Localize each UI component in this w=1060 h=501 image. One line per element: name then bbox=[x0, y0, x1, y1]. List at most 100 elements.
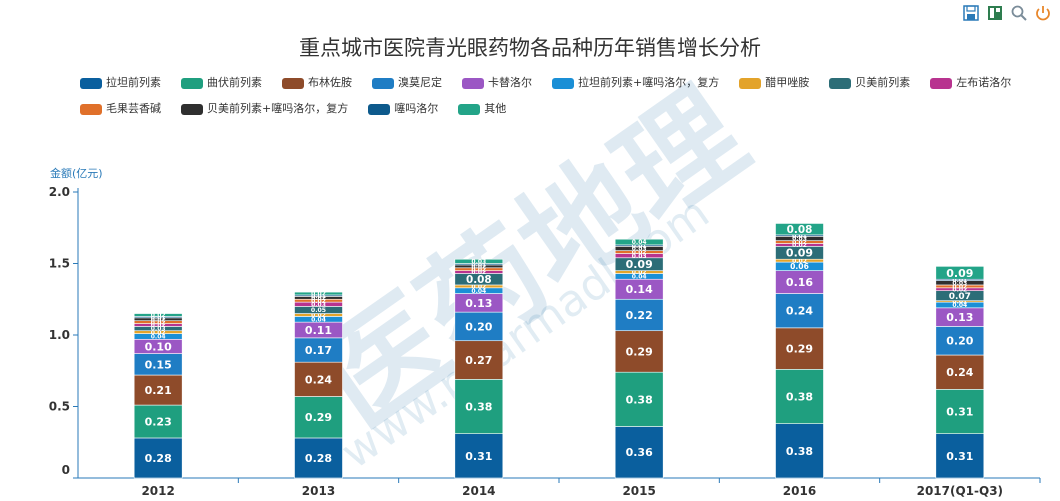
bar-value-label: 0.07 bbox=[949, 292, 971, 302]
bar-value-label: 0.02 bbox=[952, 286, 967, 293]
bar-segment[interactable] bbox=[614, 238, 664, 246]
bar-segment[interactable] bbox=[133, 437, 183, 479]
bar-segment[interactable] bbox=[294, 361, 343, 397]
bar-value-label: 0.24 bbox=[946, 366, 973, 379]
bar-segment[interactable] bbox=[294, 437, 343, 479]
watermark: 医药地理 www.pharmadl.com bbox=[297, 65, 770, 479]
bar-segment[interactable] bbox=[614, 298, 664, 332]
legend-item[interactable]: 贝美前列素+噻吗洛尔，复方 bbox=[181, 102, 348, 116]
bars: 0.280.230.210.150.100.040.020.030.020.02… bbox=[133, 223, 985, 479]
bar-value-label: 0.22 bbox=[626, 309, 653, 322]
bar-value-label: 0.02 bbox=[792, 242, 807, 249]
bar-value-label: 0.28 bbox=[145, 452, 172, 465]
bar-segment[interactable] bbox=[294, 396, 343, 439]
legend-label: 贝美前列素+噻吗洛尔，复方 bbox=[207, 102, 349, 115]
legend-item[interactable]: 噻吗洛尔 bbox=[368, 102, 438, 116]
bar-value-label: 0.01 bbox=[792, 233, 807, 240]
legend-swatch bbox=[80, 77, 102, 89]
data-view-icon[interactable] bbox=[986, 4, 1004, 22]
bar-value-label: 0.02 bbox=[471, 269, 486, 276]
bar-value-label: 0.13 bbox=[465, 297, 492, 310]
bar-segment[interactable] bbox=[775, 293, 824, 329]
bar-value-label: 0.09 bbox=[786, 247, 813, 260]
chart-toolbar bbox=[962, 4, 1052, 22]
legend-item[interactable]: 其他 bbox=[458, 102, 506, 116]
legend-label: 拉坦前列素 bbox=[106, 76, 161, 89]
bar-value-label: 0.03 bbox=[471, 259, 486, 266]
bar-value-label: 0.36 bbox=[626, 446, 653, 459]
bar-segment[interactable] bbox=[294, 291, 343, 296]
bar-segment[interactable] bbox=[775, 369, 824, 424]
legend-swatch bbox=[181, 77, 203, 89]
bar-value-label: 0.29 bbox=[305, 411, 332, 424]
bar-value-label: 0.14 bbox=[626, 283, 653, 296]
bar-value-label: 0.04 bbox=[311, 316, 326, 323]
legend-item[interactable]: 布林佐胺 bbox=[282, 76, 352, 90]
x-tick-label: 2017(Q1-Q3) bbox=[917, 484, 1003, 498]
y-tick-label: 0.5 bbox=[49, 400, 70, 414]
bar-value-label: 0.01 bbox=[632, 243, 647, 250]
bar-value-label: 0.11 bbox=[305, 324, 332, 337]
bar-value-label: 0.02 bbox=[311, 291, 326, 298]
zoom-icon[interactable] bbox=[1010, 4, 1028, 22]
axes: 金额(亿元) 0 0.5 1.0 1.5 2.0 2012 2013 2014 2015 2016 2… bbox=[49, 166, 1041, 498]
bar-value-label: 0.08 bbox=[787, 224, 813, 236]
legend-label: 醋甲唑胺 bbox=[765, 76, 810, 89]
legend-swatch bbox=[462, 77, 484, 89]
bar-segment[interactable] bbox=[935, 354, 985, 390]
legend-item[interactable]: 曲伏前列素 bbox=[181, 76, 262, 90]
bar-value-label: 0.01 bbox=[471, 261, 486, 268]
legend-label: 曲伏前列素 bbox=[207, 76, 262, 89]
save-icon[interactable] bbox=[962, 4, 980, 22]
bar-segment[interactable] bbox=[294, 337, 343, 363]
legend-item[interactable]: 拉坦前列素 bbox=[80, 76, 161, 90]
bar-value-label: 0.15 bbox=[145, 358, 172, 371]
bar-value-label: 0.02 bbox=[792, 239, 807, 246]
legend-item[interactable]: 拉坦前列素+噻吗洛尔，复方 bbox=[552, 76, 719, 90]
restore-icon[interactable] bbox=[1034, 4, 1052, 22]
legend-item[interactable]: 溴莫尼定 bbox=[372, 76, 442, 90]
bar-segment[interactable] bbox=[133, 404, 183, 439]
bar-value-label: 0.01 bbox=[952, 299, 967, 306]
bar-value-label: 0.03 bbox=[311, 301, 326, 308]
bar-value-label: 0.24 bbox=[305, 373, 332, 386]
bar-value-label: 0.02 bbox=[471, 264, 486, 271]
legend-swatch bbox=[181, 103, 203, 115]
bar-value-label: 0.02 bbox=[311, 295, 326, 302]
bar-value-label: 0.31 bbox=[946, 405, 973, 418]
bar-value-label: 0.20 bbox=[465, 320, 492, 333]
bar-segment[interactable] bbox=[935, 389, 985, 434]
bar-segment[interactable] bbox=[935, 326, 985, 356]
bar-segment[interactable] bbox=[454, 379, 504, 434]
bar-value-label: 0.21 bbox=[145, 384, 172, 397]
legend-item[interactable]: 醋甲唑胺 bbox=[739, 76, 809, 90]
bar-value-label: 0.02 bbox=[632, 249, 647, 256]
bar-segment[interactable] bbox=[775, 327, 824, 370]
legend-item[interactable]: 毛果芸香碱 bbox=[80, 102, 161, 116]
bar-segment[interactable] bbox=[614, 330, 664, 373]
bar-segment[interactable] bbox=[133, 313, 183, 317]
bar-segment[interactable] bbox=[614, 426, 664, 479]
bar-value-label: 0.17 bbox=[305, 344, 332, 357]
legend-item[interactable]: 贝美前列素 bbox=[829, 76, 910, 90]
chart-legend: 拉坦前列素 曲伏前列素 布林佐胺 溴莫尼定 卡替洛尔 拉坦前列素+噻吗洛尔，复方 醋甲唑胺贝… bbox=[80, 76, 1040, 116]
bar-segment[interactable] bbox=[775, 223, 824, 236]
bar-value-label: 0.02 bbox=[151, 322, 166, 329]
bar-value-label: 0.04 bbox=[632, 274, 647, 281]
legend-swatch bbox=[739, 77, 762, 89]
legend-item[interactable]: 左布诺洛尔 bbox=[930, 76, 1011, 90]
bar-value-label: 0.02 bbox=[151, 312, 166, 319]
legend-label: 左布诺洛尔 bbox=[956, 76, 1012, 89]
bar-segment[interactable] bbox=[775, 423, 824, 479]
y-tick-label: 0 bbox=[62, 463, 70, 477]
bar-segment[interactable] bbox=[454, 258, 504, 264]
legend-swatch bbox=[829, 77, 852, 89]
bar-value-label: 0.02 bbox=[952, 284, 967, 291]
bar-value-label: 0.03 bbox=[632, 253, 647, 260]
legend-swatch bbox=[368, 103, 391, 115]
bar-value-label: 0.10 bbox=[145, 340, 172, 353]
bar-segment[interactable] bbox=[133, 374, 183, 406]
x-tick-label: 2016 bbox=[783, 484, 816, 498]
legend-item[interactable]: 卡替洛尔 bbox=[462, 76, 532, 90]
bar-segment[interactable] bbox=[935, 266, 985, 280]
